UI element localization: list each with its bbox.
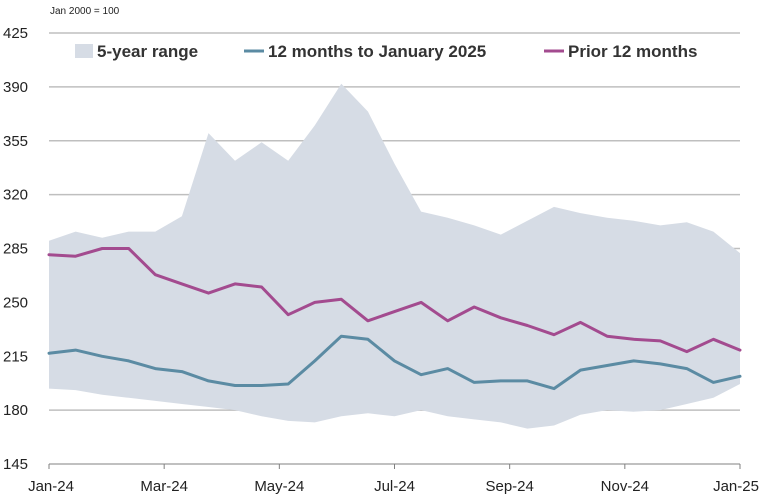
x-tick-label: Mar-24 xyxy=(140,478,188,495)
y-tick-label: 145 xyxy=(3,456,28,473)
x-tick-label: Jan-25 xyxy=(713,478,759,495)
range-band xyxy=(49,83,740,429)
legend-label: Prior 12 months xyxy=(568,42,697,61)
y-tick-label: 355 xyxy=(3,133,28,150)
legend: 5-year range 12 months to January 2025 Pri… xyxy=(75,42,697,61)
x-tick-label: May-24 xyxy=(254,478,304,495)
x-tick-label: Nov-24 xyxy=(601,478,649,495)
x-tick-label: Sep-24 xyxy=(485,478,533,495)
x-tick-label: Jan-24 xyxy=(28,478,74,495)
legend-label: 5-year range xyxy=(97,42,198,61)
range-band-layer xyxy=(49,83,740,429)
legend-item: 5-year range xyxy=(75,42,198,61)
y-tick-label: 390 xyxy=(3,79,28,96)
y-tick-label: 180 xyxy=(3,402,28,419)
legend-label: 12 months to January 2025 xyxy=(268,42,486,61)
legend-swatch-range xyxy=(75,44,93,58)
y-tick-label: 285 xyxy=(3,241,28,258)
y-tick-label: 215 xyxy=(3,348,28,365)
y-tick-label: 250 xyxy=(3,294,28,311)
legend-item: 12 months to January 2025 xyxy=(244,42,486,61)
y-tick-label: 425 xyxy=(3,25,28,42)
legend-item: Prior 12 months xyxy=(544,42,697,61)
series-line-prior xyxy=(47,247,742,354)
unit-note: Jan 2000 = 100 xyxy=(50,6,120,17)
y-tick-label: 320 xyxy=(3,187,28,204)
series-line-current xyxy=(47,334,742,391)
axes: 145 180 215 250 285 320 355 390 425 Jan-24 Mar-24 M… xyxy=(3,25,759,495)
series-lines-layer xyxy=(47,247,742,391)
x-tick-label: Jul-24 xyxy=(374,478,415,495)
